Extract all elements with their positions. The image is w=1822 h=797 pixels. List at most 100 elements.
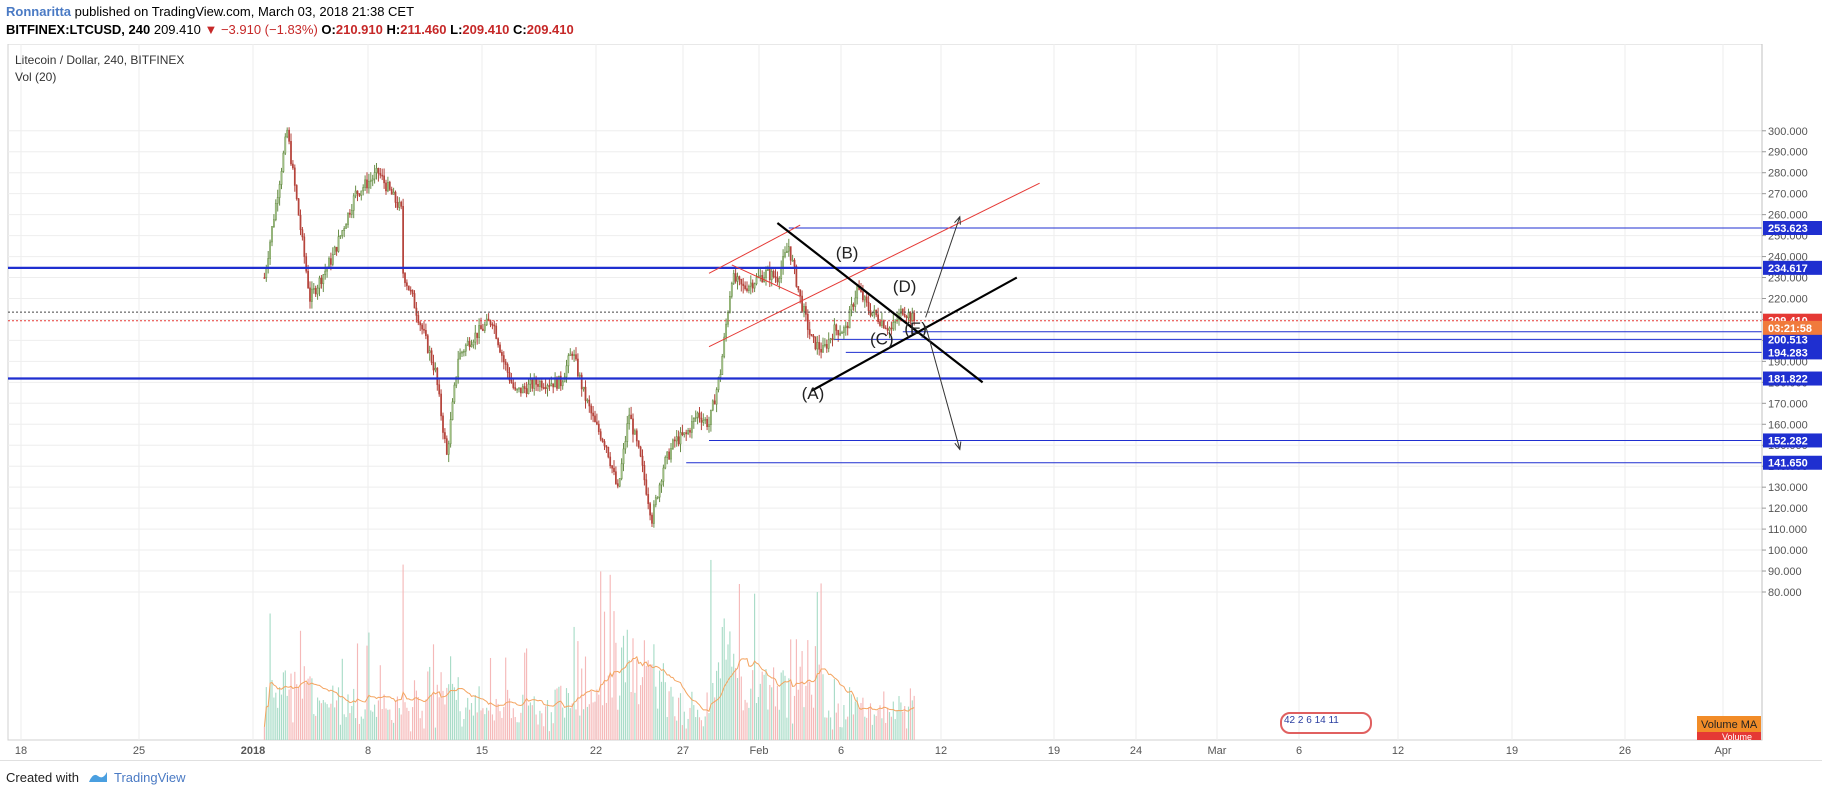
last-price: 209.410 xyxy=(153,22,201,37)
events-markers[interactable]: 42 2 6 14 11 xyxy=(1280,712,1372,734)
red-flag-line[interactable] xyxy=(731,264,801,297)
events-label: 42 2 6 14 11 xyxy=(1284,715,1339,726)
candle-body xyxy=(647,494,650,504)
candle-body xyxy=(704,418,707,421)
candle-body xyxy=(692,418,695,422)
candle-body xyxy=(578,374,581,377)
volume-bar xyxy=(377,700,379,740)
candle-body xyxy=(542,387,545,389)
volume-bar xyxy=(313,714,315,740)
candle-body xyxy=(860,289,862,292)
tradingview-link[interactable]: TradingView xyxy=(114,770,186,785)
volume-bar xyxy=(866,717,868,740)
symbol-name[interactable]: BITFINEX:LTCUSD, 240 xyxy=(6,22,151,37)
candle-body xyxy=(698,412,701,419)
candle-body xyxy=(653,504,655,524)
candle-body xyxy=(744,285,746,289)
price-level-tag-bg xyxy=(1763,455,1822,470)
volume-bar xyxy=(666,716,668,740)
high-value: 211.460 xyxy=(400,22,447,37)
candle-body xyxy=(732,273,735,284)
volume-bar xyxy=(828,710,830,740)
triangle-lower-line[interactable] xyxy=(811,276,1018,392)
tradingview-logo-icon[interactable] xyxy=(88,770,108,784)
candle-body xyxy=(502,355,505,363)
volume-bar xyxy=(575,709,577,740)
volume-bar xyxy=(634,692,636,740)
volume-bar xyxy=(649,665,651,740)
time-tick-label: Mar xyxy=(1208,745,1227,757)
volume-bar xyxy=(474,694,476,740)
volume-bar xyxy=(814,646,816,740)
price-tick-label: 160.000 xyxy=(1768,419,1808,431)
candle-body xyxy=(683,432,686,435)
candle-body xyxy=(366,179,368,189)
red-channel-lower-line[interactable] xyxy=(708,182,1040,348)
volume-bar xyxy=(628,660,630,740)
down-arrow[interactable] xyxy=(925,325,961,450)
candle-body xyxy=(848,309,851,329)
candle-body xyxy=(729,296,731,313)
candle-body xyxy=(337,236,340,252)
candle-body xyxy=(584,386,587,401)
candle-body xyxy=(288,129,290,142)
time-axis: 18 25 2018 8 15 22 27 Feb 6 12 19 24 Mar 6 12 19 26 Apr xyxy=(15,745,1732,757)
volume-bar xyxy=(869,703,872,740)
volume-bar xyxy=(413,680,416,740)
candle-body xyxy=(459,352,461,360)
volume-bar xyxy=(573,626,575,740)
volume-bar xyxy=(562,707,564,740)
candle-body xyxy=(423,328,425,331)
time-tick-label: Feb xyxy=(750,745,769,757)
candle-body xyxy=(482,328,484,331)
candle-body xyxy=(390,189,393,195)
time-tick-label: 26 xyxy=(1619,745,1631,757)
candle-body xyxy=(835,324,838,331)
footer: Created with TradingView xyxy=(0,760,1822,797)
candle-body xyxy=(879,321,881,326)
candle-body xyxy=(850,304,853,311)
candle-body xyxy=(909,312,912,322)
grid-lines xyxy=(8,44,1762,740)
triangle-upper-line[interactable] xyxy=(776,222,984,384)
candle-body xyxy=(780,267,783,279)
candle-body xyxy=(457,358,460,378)
volume-bar xyxy=(315,715,317,740)
volume-bar xyxy=(818,664,820,740)
candle-body xyxy=(877,314,879,323)
volume-bar xyxy=(598,694,600,740)
volume-bar xyxy=(469,709,471,740)
candle-body xyxy=(592,412,594,417)
volume-bar xyxy=(710,559,712,740)
volume-bar xyxy=(581,668,583,740)
candle-body xyxy=(369,179,372,182)
volume-bar xyxy=(372,711,374,740)
candle-body xyxy=(540,380,543,388)
volume-bar xyxy=(805,685,807,740)
candle-body xyxy=(417,315,420,324)
volume-bar xyxy=(543,726,545,740)
author-link[interactable]: Ronnaritta xyxy=(6,4,71,19)
volume-bar xyxy=(626,629,628,740)
red-channel-upper-line[interactable] xyxy=(708,224,801,274)
candle-body xyxy=(753,283,756,289)
volume-bar xyxy=(311,678,313,740)
volume-ma-tag xyxy=(1697,716,1761,732)
volume-bar xyxy=(488,710,490,740)
volume-bar xyxy=(653,644,655,740)
published-text: published on TradingView.com, March 03, … xyxy=(74,4,415,19)
volume-bar xyxy=(476,712,478,740)
volume-bar xyxy=(725,659,727,740)
candle-body xyxy=(713,400,716,405)
candle-body xyxy=(588,399,591,407)
candle-body xyxy=(478,325,480,338)
candle-body xyxy=(865,296,868,303)
candle-body xyxy=(573,354,575,356)
symbol-line: BITFINEX:LTCUSD, 240 209.410 ▼ −3.910 (−… xyxy=(6,22,574,37)
up-arrow[interactable] xyxy=(925,216,961,318)
volume-bar xyxy=(400,714,402,740)
volume-bar xyxy=(334,707,336,740)
candle-body xyxy=(795,266,798,287)
candle-body xyxy=(539,380,541,387)
candle-body xyxy=(537,384,539,387)
